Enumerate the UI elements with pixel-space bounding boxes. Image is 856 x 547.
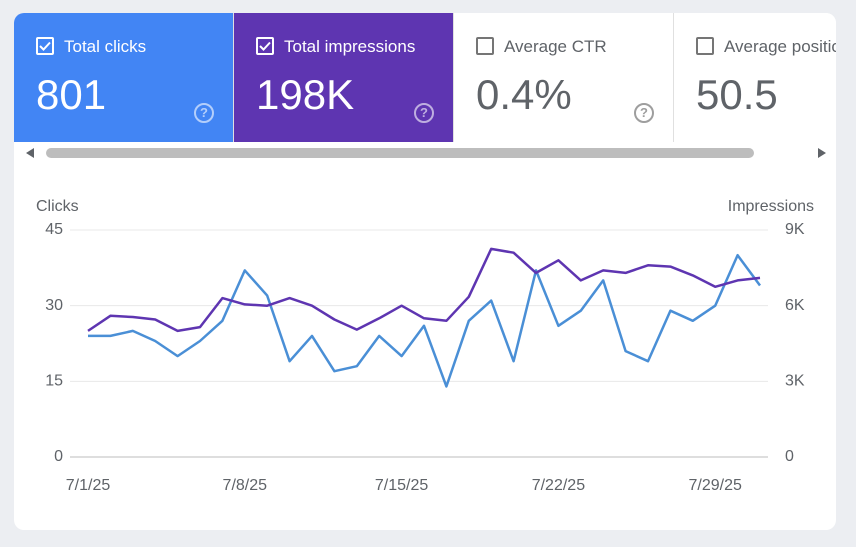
metric-label: Average position: [724, 37, 836, 56]
x-tick-label: 7/8/25: [223, 477, 268, 494]
checkbox[interactable]: [256, 37, 274, 55]
metric-label: Average CTR: [504, 37, 607, 56]
checkbox[interactable]: [476, 37, 494, 55]
y2-tick-label: 3K: [785, 373, 805, 390]
help-icon: ?: [414, 103, 434, 123]
metric-tile[interactable]: Total impressions 198K?: [234, 13, 454, 142]
performance-card: Total clicks 801? Total impressions 198K? Av…: [14, 13, 836, 530]
metric-value: 801: [36, 71, 107, 118]
y2-axis-title: Impressions: [728, 198, 814, 215]
y-tick-label: 45: [45, 221, 63, 238]
scroll-left[interactable]: [26, 148, 34, 158]
y2-tick-label: 9K: [785, 221, 805, 238]
checkbox[interactable]: [36, 37, 54, 55]
y2-tick-label: 0: [785, 448, 794, 465]
check-mark: [39, 41, 51, 51]
metric-tile[interactable]: Average position 50.5: [674, 13, 836, 142]
scroll-right[interactable]: [818, 148, 826, 158]
y2-tick-label: 6K: [785, 297, 805, 314]
metric-tile[interactable]: Average CTR 0.4%?: [454, 13, 674, 142]
metric-tile[interactable]: Total clicks 801?: [14, 13, 234, 142]
y-axis-title: Clicks: [36, 198, 79, 215]
y-tick-label: 0: [54, 448, 63, 465]
x-tick-label: 7/15/25: [375, 477, 428, 494]
series-line: [88, 253, 762, 388]
scroll-thumb[interactable]: [46, 148, 754, 158]
metric-label: Total impressions: [284, 37, 416, 56]
series-line: [87, 247, 761, 333]
x-tick-label: 7/29/25: [689, 477, 742, 494]
metric-label: Total clicks: [64, 37, 147, 56]
y-tick-label: 15: [45, 373, 63, 390]
y-tick-label: 30: [45, 297, 63, 314]
metric-value: 0.4%: [476, 71, 572, 118]
checkbox[interactable]: [696, 37, 714, 55]
metric-value: 50.5: [696, 71, 778, 118]
help-icon: ?: [194, 103, 214, 123]
x-tick-label: 7/1/25: [66, 477, 111, 494]
help-icon: ?: [634, 103, 654, 123]
check-mark: [259, 41, 271, 51]
metric-value: 198K: [256, 71, 355, 118]
x-tick-label: 7/22/25: [532, 477, 585, 494]
